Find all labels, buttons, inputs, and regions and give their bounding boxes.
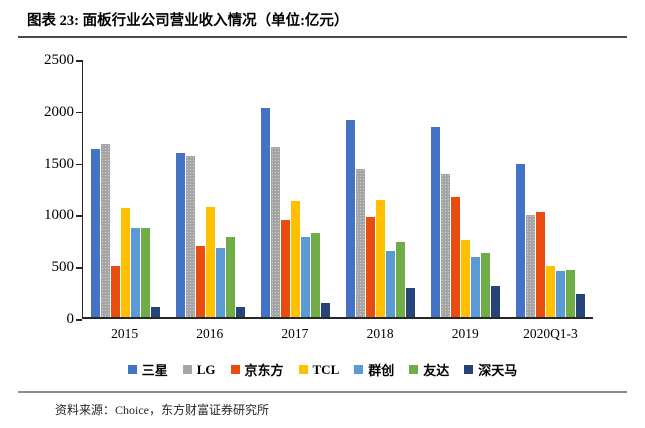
bar-LG-2016 — [186, 156, 195, 317]
bar-TCL-2016 — [206, 206, 215, 317]
legend-label: 群创 — [368, 363, 395, 378]
legend-swatch-icon — [298, 365, 308, 374]
legend-swatch-icon — [127, 365, 137, 374]
bar-groups — [83, 60, 593, 317]
y-tick-label-2000: 2000 — [44, 103, 74, 120]
bar-友达-2017 — [311, 233, 320, 317]
chart-legend: 三星 LG 京东方 TCL 群创 友达 深天马 — [0, 360, 645, 379]
bar-LG-2020Q1-3 — [526, 215, 535, 317]
bar-友达-2018 — [396, 242, 405, 317]
bar-三星-2018 — [346, 120, 355, 317]
bar-深天马-2018 — [406, 288, 415, 317]
bar-深天马-2017 — [321, 303, 330, 317]
y-tick-label-2500: 2500 — [44, 52, 74, 68]
bar-TCL-2019 — [461, 240, 470, 317]
bar-group-2020Q1-3 — [508, 60, 593, 317]
x-tick-label-2017: 2017 — [281, 326, 309, 341]
chart-title: 图表 23: 面板行业公司营业收入情况（单位:亿元） — [27, 13, 349, 29]
y-tick-mark-2500 — [76, 60, 82, 62]
bar-友达-2016 — [226, 236, 235, 317]
y-tick-label-1500: 1500 — [44, 155, 74, 172]
bar-友达-2020Q1-3 — [566, 270, 575, 317]
bar-TCL-2020Q1-3 — [546, 266, 555, 317]
legend-label: 友达 — [423, 363, 450, 378]
x-tick-label-2018: 2018 — [366, 326, 394, 341]
title-divider — [18, 36, 627, 38]
x-tick-label-2020Q1-3: 2020Q1-3 — [523, 326, 578, 341]
bar-京东方-2020Q1-3 — [536, 212, 545, 317]
bar-友达-2015 — [141, 228, 150, 317]
bar-友达-2019 — [481, 252, 490, 317]
bar-京东方-2016 — [196, 245, 205, 317]
bar-TCL-2018 — [376, 199, 385, 317]
legend-item-三星: 三星 — [127, 360, 168, 379]
bar-三星-2020Q1-3 — [516, 163, 525, 317]
legend-swatch-icon — [230, 365, 240, 374]
y-tick-mark-2000 — [76, 111, 82, 114]
bar-群创-2016 — [216, 247, 225, 317]
x-tick-label-2015: 2015 — [111, 326, 139, 341]
legend-label: TCL — [312, 361, 340, 377]
x-tick-label-2019: 2019 — [451, 326, 479, 341]
legend-swatch-icon — [409, 365, 419, 374]
bar-深天马-2019 — [491, 285, 500, 317]
bar-三星-2017 — [261, 107, 270, 317]
bar-group-2015 — [83, 60, 168, 317]
legend-item-LG: LG — [182, 361, 216, 378]
bar-LG-2015 — [101, 144, 110, 317]
legend-item-深天马: 深天马 — [464, 360, 517, 379]
y-tick-mark-0 — [76, 319, 82, 321]
legend-label: LG — [196, 361, 216, 377]
bar-TCL-2015 — [121, 208, 130, 317]
x-axis-labels: 2015 2016 2017 2018 2019 2020Q1-3 — [82, 326, 593, 342]
bar-京东方-2019 — [451, 196, 460, 317]
legend-item-群创: 群创 — [354, 360, 394, 379]
bar-群创-2019 — [471, 256, 480, 317]
plot-area — [82, 60, 593, 319]
legend-item-京东方: 京东方 — [230, 360, 284, 379]
y-tick-label-0: 0 — [66, 311, 75, 327]
legend-label: 三星 — [141, 363, 168, 378]
bar-group-2017 — [253, 60, 338, 317]
bar-三星-2016 — [176, 153, 185, 317]
bar-深天马-2015 — [151, 306, 160, 317]
bar-LG-2019 — [441, 174, 450, 317]
x-tick-label-2016: 2016 — [196, 326, 224, 341]
legend-swatch-icon — [354, 365, 364, 374]
y-tick-mark-1000 — [76, 215, 82, 217]
y-tick-mark-1500 — [76, 163, 82, 166]
bar-群创-2015 — [131, 228, 140, 317]
bar-深天马-2020Q1-3 — [576, 294, 585, 317]
y-tick-label-500: 500 — [51, 259, 75, 276]
legend-label: 深天马 — [478, 363, 518, 378]
bar-三星-2019 — [431, 127, 440, 317]
bar-TCL-2017 — [291, 200, 300, 317]
footer-divider — [18, 391, 627, 393]
bar-group-2016 — [168, 60, 253, 317]
bar-group-2019 — [423, 60, 508, 317]
legend-swatch-icon — [182, 365, 192, 374]
y-tick-mark-500 — [76, 267, 82, 269]
bar-群创-2018 — [386, 250, 395, 317]
bar-京东方-2015 — [111, 266, 120, 317]
bar-group-2018 — [338, 60, 423, 317]
bar-京东方-2018 — [366, 216, 375, 317]
legend-item-友达: 友达 — [409, 360, 449, 379]
legend-item-TCL: TCL — [298, 361, 340, 378]
bar-LG-2018 — [356, 168, 365, 317]
data-source-note: 资料来源：Choice，东方财富证券研究所 — [55, 403, 269, 417]
bar-群创-2020Q1-3 — [556, 271, 565, 317]
bar-LG-2017 — [271, 147, 280, 317]
legend-label: 京东方 — [244, 363, 284, 378]
bar-群创-2017 — [301, 236, 310, 317]
bar-三星-2015 — [91, 149, 100, 317]
y-tick-label-1000: 1000 — [44, 207, 74, 224]
legend-swatch-icon — [464, 365, 474, 374]
bar-深天马-2016 — [236, 306, 245, 317]
bar-京东方-2017 — [281, 219, 290, 317]
